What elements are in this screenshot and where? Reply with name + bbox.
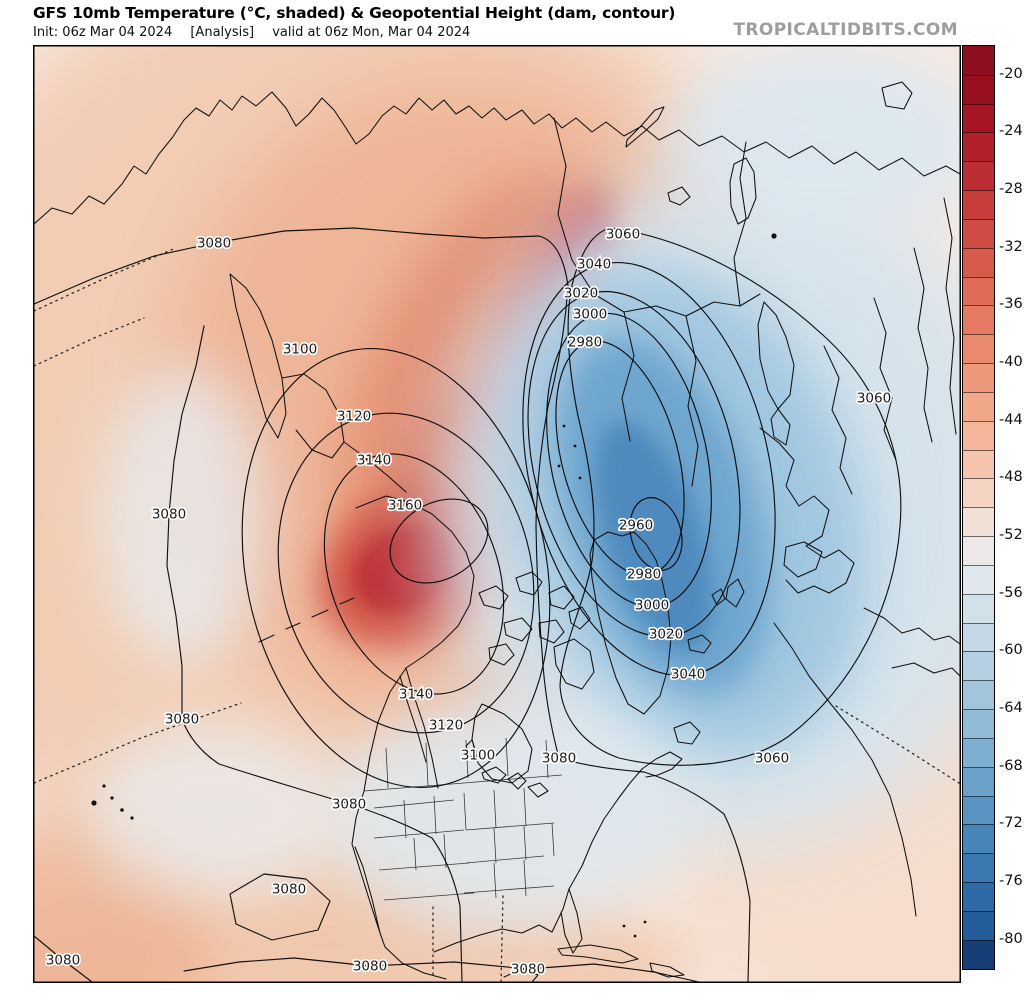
- contour-label: 3140: [357, 453, 391, 469]
- contour-label: 3000: [573, 307, 607, 323]
- colorbar-tick: -28: [999, 181, 1023, 198]
- colorbar-segment: [963, 622, 994, 652]
- contour-label: 3080: [332, 797, 366, 813]
- colorbar-segment: [963, 46, 994, 75]
- contour-label: 3020: [564, 286, 598, 302]
- contour-label: 3160: [388, 498, 422, 514]
- colorbar-segment: [963, 363, 994, 392]
- colorbar-segment: [963, 564, 994, 594]
- contour-label: 3100: [283, 342, 317, 358]
- colorbar-segment: [963, 737, 994, 767]
- graticule-dotted-lines: [34, 247, 960, 982]
- colorbar-tick: -60: [999, 642, 1023, 659]
- temperature-colorbar: [962, 45, 995, 970]
- colorbar-segment: [963, 190, 994, 219]
- contour-label: 3080: [272, 882, 306, 898]
- contour-label: 2980: [627, 567, 661, 583]
- colorbar-segment: [963, 334, 994, 364]
- run-type: [Analysis]: [190, 25, 255, 40]
- colorbar-tick: -36: [999, 296, 1023, 313]
- colorbar-tick: -52: [999, 527, 1023, 544]
- colorbar-segment: [963, 449, 994, 479]
- colorbar-segment: [963, 103, 994, 133]
- colorbar-segment: [963, 593, 994, 623]
- contour-label: 3120: [337, 409, 371, 425]
- colorbar-tick: -68: [999, 757, 1023, 774]
- colorbar-tick: -48: [999, 469, 1023, 486]
- contour-label: 3120: [429, 718, 463, 734]
- contour-label: 3100: [461, 748, 495, 764]
- colorbar-tick: -64: [999, 700, 1023, 717]
- colorbar-segment: [963, 882, 994, 911]
- contour-label: 3080: [165, 712, 199, 728]
- contour-label: 3080: [46, 953, 80, 969]
- colorbar-segment: [963, 478, 994, 508]
- colorbar-segment: [963, 709, 994, 738]
- colorbar-segment: [963, 218, 994, 248]
- colorbar-tick: -32: [999, 238, 1023, 255]
- colorbar-segment: [963, 507, 994, 537]
- contour-label: 3060: [606, 227, 640, 243]
- colorbar-segment: [963, 420, 994, 450]
- colorbar-tick: -20: [999, 65, 1023, 82]
- colorbar-segment: [963, 824, 994, 854]
- colorbar-segment: [963, 939, 994, 969]
- contour-label-layer: 3080 3060 3040 3020 3000 2980 3100 3120 3140 3160…: [44, 225, 893, 979]
- contour-label: 3060: [755, 751, 789, 767]
- coastlines: [34, 81, 960, 982]
- contour-label: 2960: [619, 518, 653, 534]
- colorbar-tick: -44: [999, 411, 1023, 428]
- colorbar-segment: [963, 651, 994, 681]
- contour-label: 3140: [399, 687, 433, 703]
- valid-time: valid at 06z Mon, Mar 04 2024: [272, 25, 471, 40]
- contour-label: 3040: [577, 257, 611, 273]
- contour-label: 3080: [511, 962, 545, 978]
- init-valid-line: Init: 06z Mar 04 2024 [Analysis] valid a…: [33, 25, 484, 40]
- contour-label: 3080: [353, 959, 387, 975]
- page-title: GFS 10mb Temperature (°C, shaded) & Geop…: [33, 4, 676, 22]
- weather-map: 3080 3060 3040 3020 3000 2980 3100 3120 3140 3160…: [33, 45, 961, 983]
- colorbar-tick: -40: [999, 354, 1023, 371]
- contour-label: 3000: [635, 598, 669, 614]
- contour-label: 3020: [649, 627, 683, 643]
- contour-label: 3060: [857, 391, 891, 407]
- colorbar-tick: -72: [999, 815, 1023, 832]
- colorbar-segment: [963, 305, 994, 335]
- contour-label: 3080: [197, 236, 231, 252]
- contour-label: 3040: [671, 667, 705, 683]
- colorbar-segment: [963, 276, 994, 306]
- colorbar-segment: [963, 910, 994, 940]
- colorbar-segment: [963, 795, 994, 825]
- contour-label: 3080: [152, 507, 186, 523]
- init-time: Init: 06z Mar 04 2024: [33, 25, 173, 40]
- colorbar-segment: [963, 74, 994, 104]
- colorbar-segment: [963, 536, 994, 565]
- temperature-shading: [34, 46, 960, 982]
- colorbar-tick: -80: [999, 930, 1023, 947]
- contour-label: 3080: [542, 751, 576, 767]
- watermark-tropicaltidbits: TROPICALTIDBITS.COM: [733, 20, 958, 40]
- colorbar-tick-labels: -20 -24 -28 -32 -36 -40 -44 -48 -52 -56 -60 -64 -68 -…: [999, 45, 1024, 970]
- contour-label: 2980: [568, 335, 602, 351]
- colorbar-segment: [963, 132, 994, 162]
- colorbar-segment: [963, 766, 994, 796]
- colorbar-tick: -56: [999, 584, 1023, 601]
- colorbar-segment: [963, 680, 994, 710]
- colorbar-segment: [963, 161, 994, 191]
- colorbar-tick: -24: [999, 123, 1023, 140]
- colorbar-segment: [963, 247, 994, 277]
- small-islands: [91, 233, 777, 938]
- colorbar-segment: [963, 391, 994, 421]
- height-contours: [34, 227, 902, 982]
- colorbar-segment: [963, 853, 994, 883]
- colorbar-tick: -76: [999, 873, 1023, 890]
